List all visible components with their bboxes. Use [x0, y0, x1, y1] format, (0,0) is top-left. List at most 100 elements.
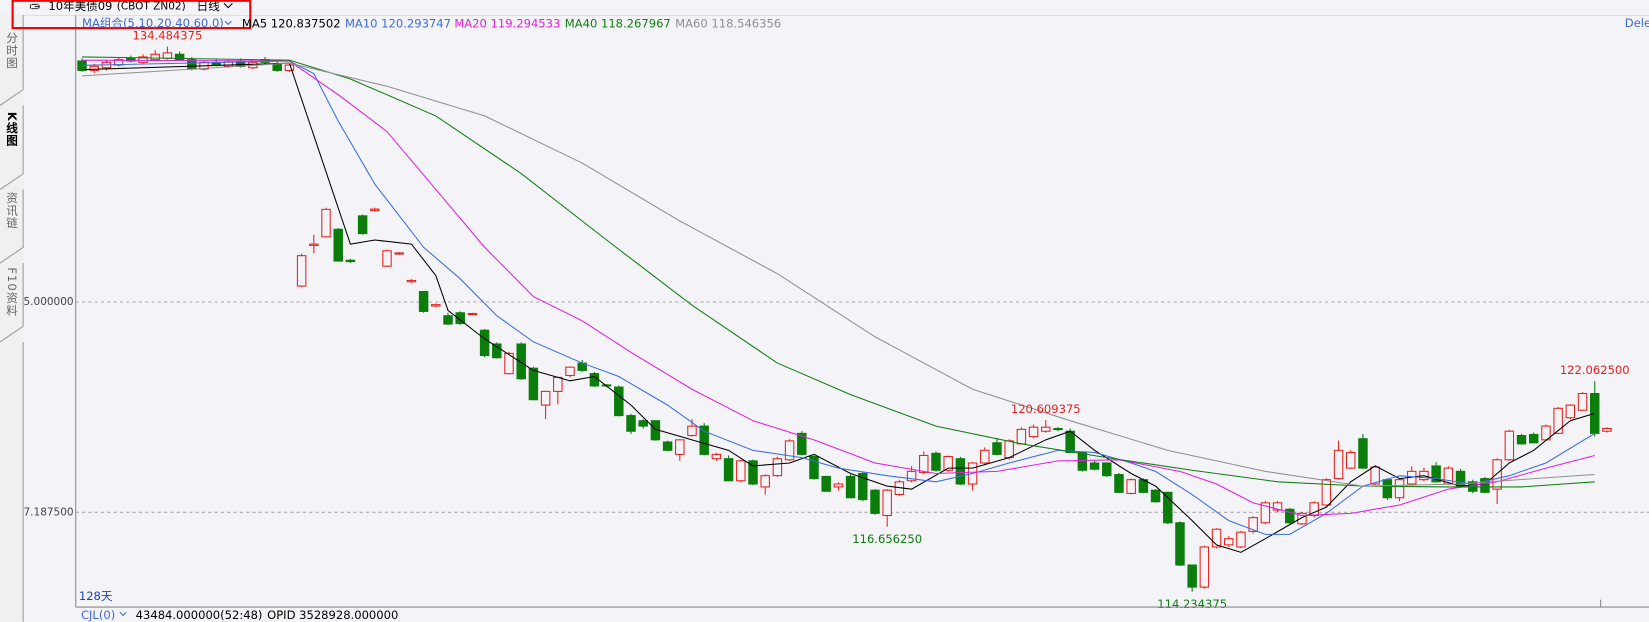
ma-group[interactable]: MA组合(5,10,20,40,60,0): [82, 16, 224, 30]
candle-body: [870, 489, 880, 514]
candle-body: [357, 215, 368, 235]
candle-body: [919, 454, 929, 473]
candle-body: [1602, 428, 1612, 432]
legend-value: 118.546356: [711, 16, 781, 30]
instrument-title[interactable]: 10年美债09: [48, 0, 112, 13]
tab[interactable]: 资讯链: [5, 192, 19, 230]
candle-body: [748, 460, 758, 485]
candle-body: [1114, 474, 1124, 493]
extreme-label: 116.656250: [852, 532, 922, 546]
candle-body: [540, 390, 551, 406]
candle-body: [821, 475, 831, 492]
candle-body: [1333, 449, 1344, 480]
candle-body: [1089, 462, 1100, 470]
candle-body: [1492, 459, 1502, 490]
candle-body: [1126, 479, 1136, 494]
dropdown-chevron[interactable]: [223, 3, 233, 9]
candle-body: [931, 452, 941, 471]
candle-body: [1272, 502, 1283, 511]
extreme-label: 114.234375: [1157, 597, 1227, 611]
ma-line: [82, 59, 1595, 517]
legend-entry: MA10 120.293747: [345, 16, 451, 30]
candle-body: [272, 63, 282, 71]
candle-body: [723, 458, 734, 482]
candle-body: [309, 243, 319, 246]
candle-body: [1382, 479, 1393, 499]
y-tick-label: 125.000000: [10, 296, 73, 308]
candle-body: [1260, 502, 1271, 524]
tab[interactable]: 分时图: [5, 32, 19, 70]
candle-body: [906, 470, 917, 482]
candle-body: [1370, 466, 1380, 485]
corner-label[interactable]: Dele: [1625, 16, 1649, 30]
range-label: 128天: [79, 589, 113, 603]
link-icon[interactable]: [29, 3, 40, 10]
candle-body: [711, 453, 722, 460]
candle-body: [504, 352, 514, 375]
candle-body: [1004, 440, 1014, 459]
toolbar: [0, 0, 1649, 15]
candle-body: [662, 441, 673, 451]
candle-body: [382, 250, 392, 267]
candle-body: [492, 343, 502, 359]
candle-body: [162, 52, 173, 59]
candle-body: [1321, 479, 1332, 506]
ma-line: [82, 62, 1595, 553]
candle-body: [797, 432, 807, 455]
candle-body: [1248, 517, 1258, 532]
period-select[interactable]: 日线: [197, 0, 221, 13]
candle-body: [1516, 435, 1527, 445]
instrument-code: (CBOT ZN02): [117, 1, 186, 13]
candle-body: [589, 373, 600, 387]
indicator-name[interactable]: CJL(0): [81, 608, 115, 622]
candle-body: [1077, 451, 1088, 471]
candle-body: [333, 228, 343, 262]
candle-body: [1577, 392, 1588, 411]
indicator-opid: OPID 3528928.000000: [267, 608, 398, 622]
candle-body: [626, 415, 636, 432]
legend-entry: MA20 119.294533: [454, 16, 560, 30]
candle-body: [1187, 564, 1197, 588]
legend-value: 118.267967: [601, 16, 671, 30]
candle-body: [882, 489, 892, 517]
candle-body: [943, 456, 953, 471]
candle-body: [760, 475, 770, 488]
candle-body: [699, 425, 709, 455]
candle-body: [1041, 426, 1051, 432]
candle-body: [784, 440, 795, 461]
candle-body: [174, 53, 185, 61]
legend-name: MA60: [675, 16, 708, 30]
highlight-box: [11, 0, 252, 30]
candle-body: [1211, 528, 1222, 548]
dropdown-chevron[interactable]: [224, 20, 232, 26]
dropdown-chevron[interactable]: [119, 611, 127, 617]
candle-body: [992, 442, 1002, 455]
candle-body: [126, 57, 136, 62]
candle-body: [443, 315, 453, 325]
candle-body: [467, 313, 478, 316]
candle-body: [845, 475, 856, 499]
legend-name: MA5: [242, 16, 267, 30]
legend-name: MA40: [565, 16, 598, 30]
candle-body: [1504, 430, 1515, 461]
candle-body: [1016, 428, 1027, 445]
candle-body: [565, 366, 575, 377]
tab[interactable]: K线图: [5, 112, 19, 147]
candle-body: [1028, 426, 1039, 438]
legend-value: 120.293747: [381, 16, 451, 30]
candle-body: [296, 255, 307, 287]
candle-body: [406, 279, 417, 283]
legend-value: 120.837502: [271, 16, 341, 30]
candle-body: [1358, 438, 1368, 469]
candle-body: [345, 259, 356, 263]
candle-body: [1529, 433, 1539, 444]
legend-value: 119.294533: [491, 16, 561, 30]
ma-line: [82, 60, 1596, 535]
tab-borders: [0, 14, 24, 622]
tab[interactable]: F10资料: [5, 267, 19, 317]
candle-body: [1175, 522, 1185, 566]
candle-body: [394, 252, 404, 255]
